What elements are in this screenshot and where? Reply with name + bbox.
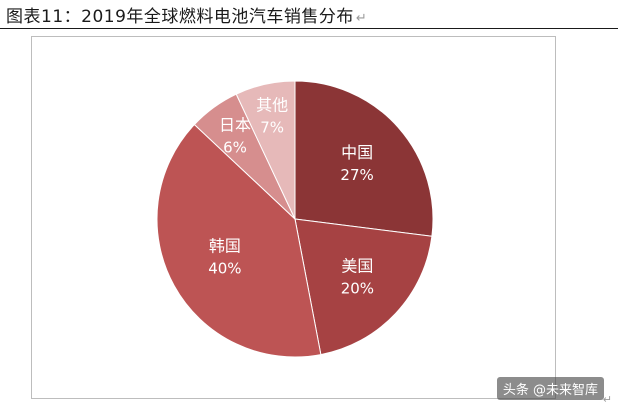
slice-value-0: 27% [340, 166, 373, 184]
figure-caption-text: 图表11：2019年全球燃料电池汽车销售分布 [6, 7, 354, 27]
slice-label-3: 日本 [219, 115, 251, 134]
slice-value-4: 7% [260, 119, 284, 137]
slice-value-2: 40% [208, 260, 241, 278]
pie-slice-0 [294, 80, 434, 237]
watermark: 头条 @未来智库 [496, 377, 604, 400]
return-mark: ↵ [355, 11, 368, 26]
pie-slice-4 [235, 80, 296, 220]
slice-label-4: 其他 [256, 96, 288, 115]
slice-value-1: 20% [341, 280, 374, 298]
slice-label-2: 韩国 [209, 237, 241, 256]
return-mark-corner: ↵ [602, 393, 612, 406]
slice-label-0: 中国 [341, 143, 373, 162]
caption-rule [0, 28, 618, 29]
slice-label-1: 美国 [341, 257, 373, 276]
pie-slice-2 [156, 123, 322, 358]
pie-slice-1 [294, 218, 433, 356]
slice-value-3: 6% [223, 138, 247, 156]
figure-caption: 图表11：2019年全球燃料电池汽车销售分布 ↵ [6, 2, 367, 27]
